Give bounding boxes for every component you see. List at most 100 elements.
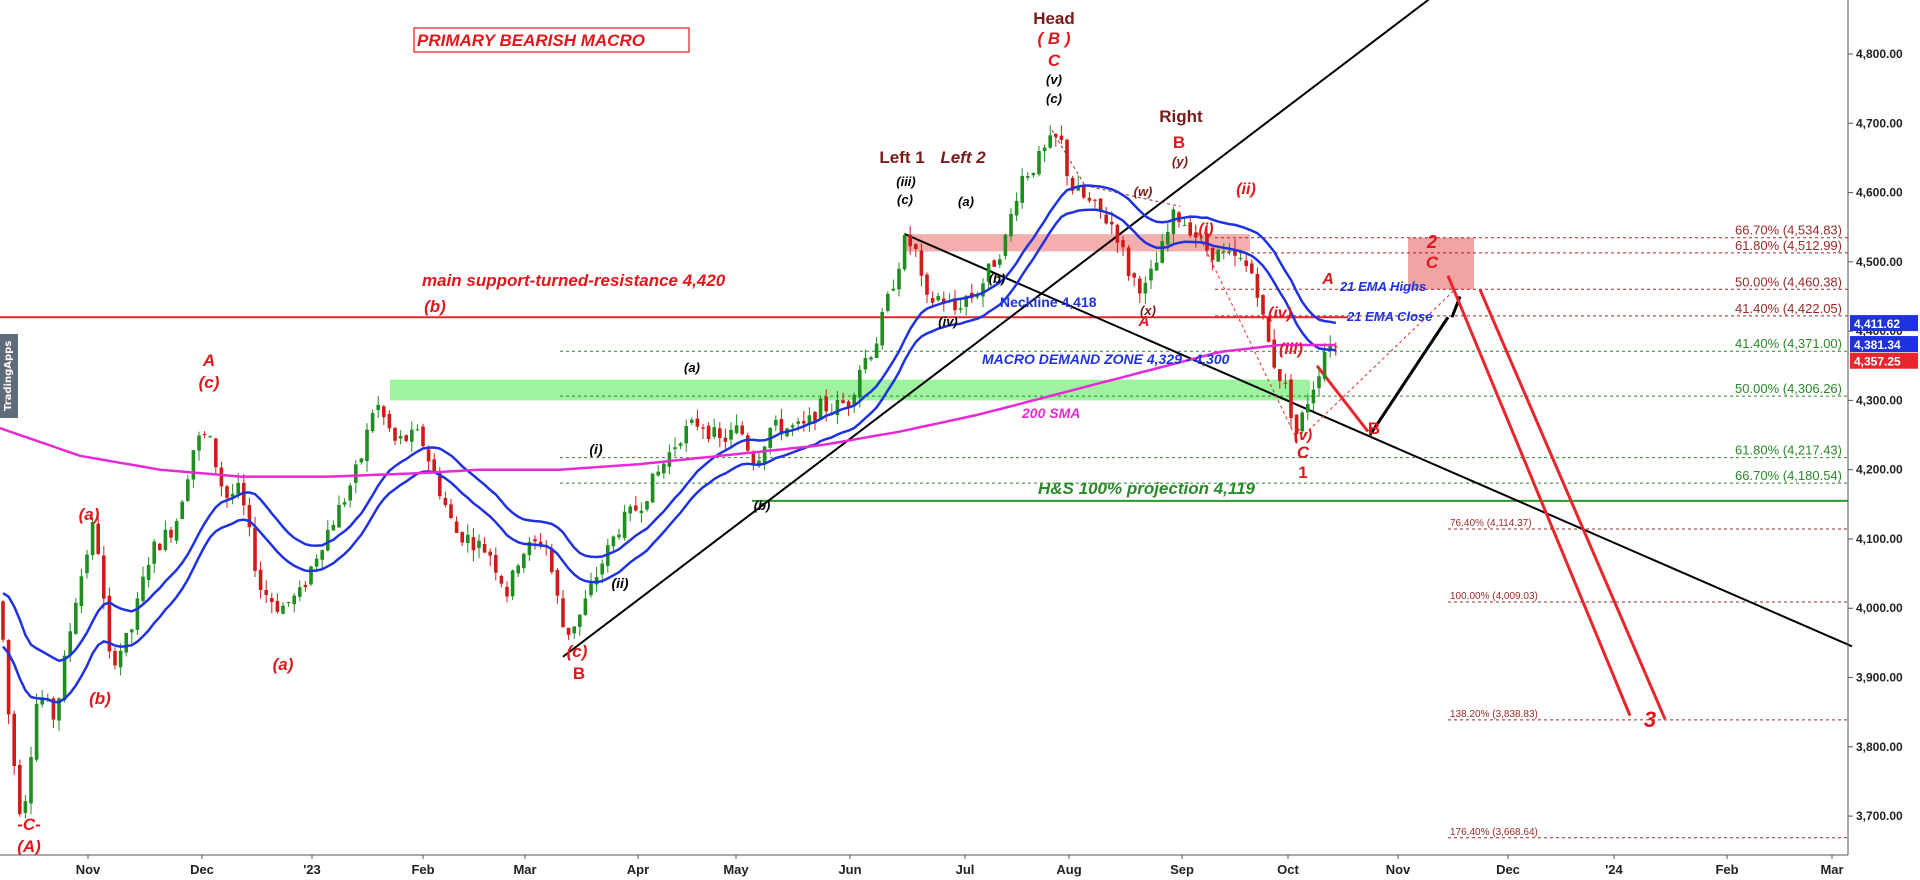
ema-highs-line bbox=[2, 184, 1337, 663]
candle-body-212 bbox=[1188, 222, 1192, 236]
zone-0 bbox=[390, 379, 1310, 401]
candle-body-25 bbox=[141, 576, 145, 602]
annotation-46: (c) bbox=[199, 373, 220, 392]
candle-body-185 bbox=[1037, 151, 1041, 175]
candle-body-149 bbox=[835, 400, 840, 416]
candle-body-203 bbox=[1138, 278, 1142, 294]
candle-body-98 bbox=[550, 548, 554, 573]
candle-body-214 bbox=[1199, 236, 1204, 238]
candle-body-145 bbox=[813, 411, 817, 424]
x-tick-label-6: May bbox=[723, 862, 749, 877]
candle-body-191 bbox=[1070, 177, 1075, 191]
candle-body-226 bbox=[1266, 317, 1271, 342]
candle-body-90 bbox=[505, 586, 509, 597]
candle-body-147 bbox=[824, 396, 828, 412]
y-tick-label-8: 4,500.00 bbox=[1856, 255, 1903, 269]
candle-body-91 bbox=[510, 570, 515, 597]
trend-line-0 bbox=[562, 0, 1430, 658]
candle-body-34 bbox=[191, 450, 196, 480]
sma-200-line bbox=[0, 343, 1336, 478]
annotation-39: (a) bbox=[684, 360, 700, 375]
candle-body-125 bbox=[701, 427, 705, 429]
candle-body-65 bbox=[365, 429, 369, 462]
candle-body-151 bbox=[846, 401, 851, 408]
lines-layer bbox=[0, 0, 1853, 720]
y-tick-label-6: 4,300.00 bbox=[1856, 393, 1903, 407]
candle-body-130 bbox=[729, 429, 733, 440]
candle-body-211 bbox=[1182, 225, 1187, 227]
candle-body-159 bbox=[891, 288, 896, 291]
candle-body-216 bbox=[1210, 247, 1215, 260]
annotation-17: Left 2 bbox=[940, 148, 986, 167]
candle-body-54 bbox=[303, 584, 308, 588]
candle-body-194 bbox=[1087, 197, 1092, 201]
candle-body-134 bbox=[751, 453, 756, 466]
candle-body-5 bbox=[29, 757, 33, 804]
candle-body-183 bbox=[1026, 176, 1030, 178]
y-tick-label-3: 4,000.00 bbox=[1856, 601, 1903, 615]
annotation-0: PRIMARY BEARISH MACRO bbox=[417, 31, 645, 50]
candle-body-83 bbox=[466, 534, 470, 544]
candle-body-166 bbox=[930, 298, 935, 303]
x-tick-label-5: Apr bbox=[627, 862, 649, 877]
candle-body-167 bbox=[936, 296, 940, 301]
candle-body-51 bbox=[286, 602, 291, 604]
candle-body-3 bbox=[18, 764, 22, 815]
candle-body-19 bbox=[107, 595, 112, 652]
candle-body-6 bbox=[34, 703, 39, 760]
candle-body-238 bbox=[1334, 346, 1338, 348]
annotation-32: 1 bbox=[1298, 463, 1307, 482]
candle-body-209 bbox=[1171, 209, 1176, 235]
trend-line-5 bbox=[1446, 275, 1632, 717]
dashed-line-1 bbox=[1084, 185, 1181, 207]
candle-body-58 bbox=[326, 529, 330, 551]
candle-body-236 bbox=[1322, 351, 1327, 379]
candle-body-228 bbox=[1278, 369, 1282, 382]
candle-body-143 bbox=[802, 420, 806, 424]
candle-body-120 bbox=[673, 447, 677, 450]
candle-body-72 bbox=[404, 435, 408, 441]
candle-body-60 bbox=[337, 504, 341, 528]
annotation-35: 2 bbox=[1426, 232, 1437, 252]
annotation-47: (a) bbox=[79, 505, 100, 524]
x-tick-label-15: Feb bbox=[1715, 862, 1738, 877]
candle-body-67 bbox=[376, 404, 380, 411]
annotation-5: H&S 100% projection 4,119 bbox=[1038, 479, 1256, 498]
candle-body-162 bbox=[908, 234, 912, 247]
candle-body-81 bbox=[454, 521, 459, 534]
candle-body-43 bbox=[242, 482, 246, 506]
candle-body-103 bbox=[578, 614, 582, 627]
annotation-14: B bbox=[1173, 133, 1185, 152]
candle-body-62 bbox=[348, 485, 352, 501]
candle-body-18 bbox=[102, 555, 106, 599]
candle-body-12 bbox=[68, 631, 72, 655]
candle-body-193 bbox=[1082, 186, 1086, 198]
candle-body-1 bbox=[6, 640, 11, 715]
candle-body-129 bbox=[723, 437, 728, 442]
annotation-45: A bbox=[202, 351, 215, 370]
candle-body-160 bbox=[897, 268, 901, 290]
candle-body-15 bbox=[85, 554, 89, 574]
candle-body-57 bbox=[320, 550, 324, 560]
candle-body-152 bbox=[852, 394, 856, 406]
candle-body-24 bbox=[135, 598, 140, 630]
candle-body-22 bbox=[124, 632, 128, 653]
x-tick-label-7: Jun bbox=[838, 862, 861, 877]
fib-label-6: 61.80% (4,217.43) bbox=[1735, 443, 1842, 458]
candle-body-79 bbox=[443, 497, 448, 506]
fib-label-5: 50.00% (4,306.26) bbox=[1735, 381, 1842, 396]
candle-body-204 bbox=[1143, 282, 1148, 294]
candle-body-201 bbox=[1126, 247, 1131, 277]
candle-body-105 bbox=[589, 583, 593, 596]
fib-label-9: 100.00% (4,009.03) bbox=[1450, 591, 1538, 602]
candle-body-82 bbox=[460, 532, 464, 543]
candle-body-119 bbox=[667, 452, 672, 467]
candle-body-17 bbox=[96, 523, 100, 554]
candle-body-27 bbox=[152, 541, 156, 564]
candle-body-168 bbox=[942, 298, 946, 304]
annotation-34: B bbox=[1368, 419, 1380, 438]
candle-body-104 bbox=[583, 598, 588, 616]
candle-body-42 bbox=[236, 482, 240, 495]
annotation-10: C bbox=[1048, 51, 1061, 70]
